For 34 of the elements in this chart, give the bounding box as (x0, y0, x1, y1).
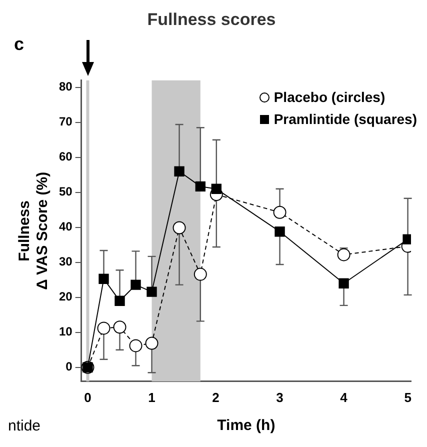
point (145, 336, 158, 350)
point (211, 184, 222, 194)
y-tick-label: 50 (58, 184, 73, 199)
point (146, 286, 157, 297)
x-tick-label: 1 (148, 390, 156, 405)
point (130, 280, 141, 290)
y-tick-label: 20 (58, 290, 73, 304)
text: c (14, 34, 24, 54)
point (338, 278, 349, 288)
legend-label: Pramlintide (squares) (274, 110, 417, 130)
y-tick-label: 30 (58, 254, 73, 269)
point (194, 268, 207, 281)
chart-title: Fullness scores (147, 10, 276, 29)
point (98, 274, 109, 284)
x-tick-label: 0 (84, 390, 92, 405)
y-tick-label: 60 (58, 150, 73, 164)
x-tick-label: 4 (340, 390, 348, 405)
point (114, 296, 125, 306)
point (172, 221, 186, 234)
y-tick-label: 80 (58, 80, 73, 94)
point (274, 226, 285, 237)
y-axis-title: Fullness Δ VAS Score (%) (16, 172, 52, 290)
y-tick-label: 70 (58, 114, 73, 129)
text: ntide (8, 418, 41, 435)
legend-label: Placebo (circles) (274, 88, 386, 108)
point (195, 181, 206, 192)
y-tick-label: 40 (58, 220, 73, 234)
x-axis-title: Time (h) (217, 417, 276, 434)
y-tick-label: 0 (66, 360, 73, 374)
point (174, 166, 184, 176)
x-tick-label: 3 (276, 390, 284, 405)
y-tick-label: 10 (58, 324, 73, 339)
x-tick-label: 2 (212, 390, 220, 405)
x-tick-label: 5 (404, 390, 412, 405)
